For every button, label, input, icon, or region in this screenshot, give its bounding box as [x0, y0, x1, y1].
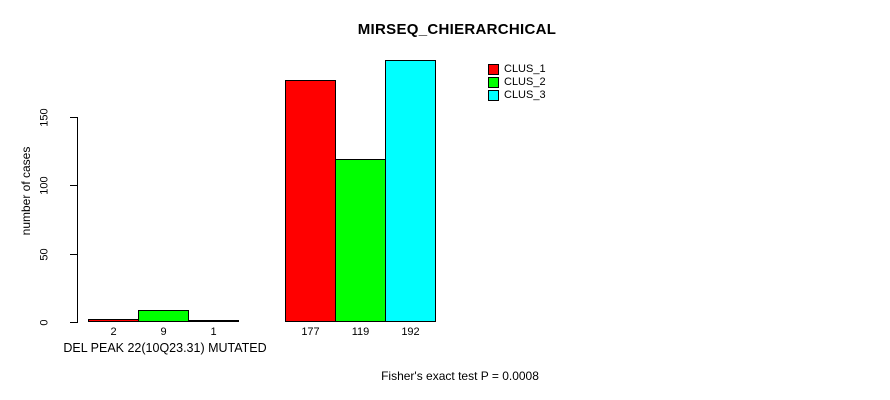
bar-clus_1-group2	[285, 80, 336, 322]
legend-item-clus_3: CLUS_3	[488, 89, 546, 102]
y-axis-label: number of cases	[19, 146, 33, 236]
y-axis-tick-label: 0	[38, 319, 51, 326]
bar-clus_3-group1	[188, 320, 239, 322]
y-axis-tick	[70, 185, 77, 186]
y-axis-tick-label: 100	[38, 176, 51, 195]
bar-value-label: 1	[210, 326, 217, 338]
y-axis-tick	[70, 322, 77, 323]
chart-title: MIRSEQ_CHIERARCHICAL	[357, 21, 557, 38]
y-axis-tick	[70, 254, 77, 255]
bar-value-label: 9	[160, 326, 167, 338]
bar-value-label: 192	[401, 326, 420, 338]
bar-value-label: 119	[351, 326, 370, 338]
legend-swatch-clus_1	[488, 64, 499, 75]
bar-clus_2-group2	[335, 159, 386, 322]
bar-clus_3-group2	[385, 60, 436, 322]
y-axis-tick-label: 50	[38, 248, 51, 261]
bar-clus_2-group1	[138, 310, 189, 322]
legend-label: CLUS_2	[504, 76, 546, 88]
legend-item-clus_2: CLUS_2	[488, 76, 546, 89]
bar-clus_1-group1	[88, 319, 139, 322]
fisher-test-annotation: Fisher's exact test P = 0.0008	[381, 369, 539, 383]
bar-value-label: 2	[110, 326, 117, 338]
x-axis-label: DEL PEAK 22(10Q23.31) MUTATED	[63, 341, 267, 355]
legend-swatch-clus_2	[488, 77, 499, 88]
legend-label: CLUS_3	[504, 89, 546, 101]
bar-value-label: 177	[301, 326, 320, 338]
legend-label: CLUS_1	[504, 63, 546, 75]
legend-item-clus_1: CLUS_1	[488, 63, 546, 76]
legend: CLUS_1 CLUS_2 CLUS_3	[488, 63, 546, 102]
y-axis-line	[77, 117, 78, 323]
legend-swatch-clus_3	[488, 90, 499, 101]
y-axis-tick	[70, 117, 77, 118]
y-axis-tick-label: 150	[38, 108, 51, 127]
